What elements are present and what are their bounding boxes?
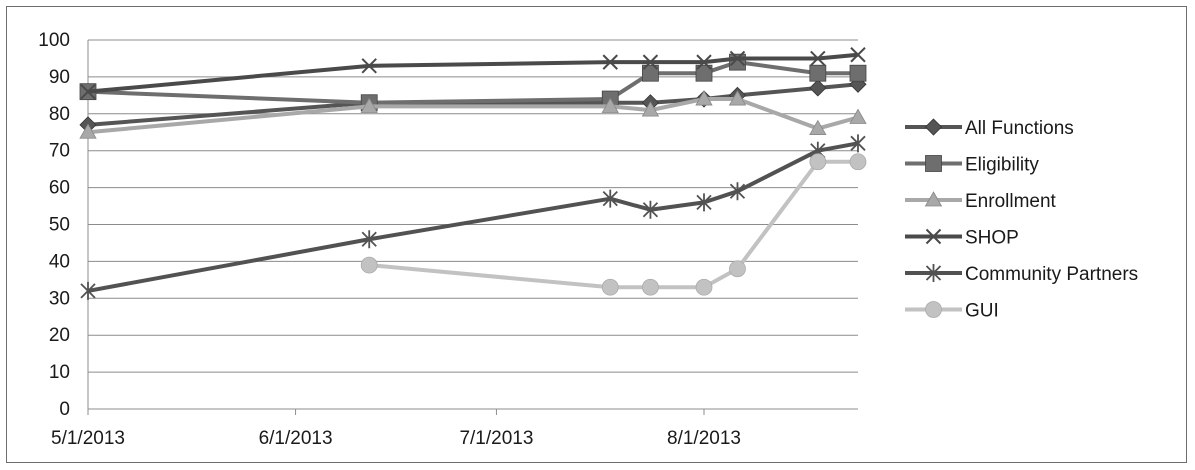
data-point-eligibility <box>642 64 659 82</box>
data-point-enrollment <box>728 90 747 106</box>
data-point-shop <box>850 47 866 63</box>
legend-label: Enrollment <box>965 191 1057 212</box>
legend-marker <box>925 301 942 318</box>
data-point-enrollment <box>695 90 713 106</box>
legend-marker <box>925 264 942 282</box>
data-point-community-partners <box>361 230 377 249</box>
chart-frame <box>6 6 1187 463</box>
data-point-eligibility <box>849 64 867 82</box>
x-tick-label: 8/1/2013 <box>667 428 741 449</box>
legend-item-eligibility: Eligibility <box>905 155 1039 176</box>
series-line-community-partners <box>87 141 859 293</box>
legend-label: All Functions <box>965 118 1074 139</box>
data-point-enrollment <box>849 108 867 124</box>
x-tick-label: 5/1/2013 <box>51 428 125 449</box>
legend: All Functions Eligibility Enrollment SHOP Co… <box>905 118 1138 322</box>
legend-label: SHOP <box>965 228 1019 249</box>
data-point-shop <box>361 58 377 74</box>
data-point-shop <box>642 54 659 70</box>
legend-marker <box>924 191 943 207</box>
data-point-gui <box>642 278 659 296</box>
data-point-shop <box>80 83 96 100</box>
series-line-eligibility <box>87 60 858 105</box>
data-point-enrollment <box>809 119 827 135</box>
x-tick-label: 6/1/2013 <box>259 428 333 449</box>
legend-marker <box>924 118 943 136</box>
legend-marker <box>925 228 942 245</box>
legend-marker <box>925 155 942 172</box>
data-point-all-functions <box>809 79 827 97</box>
data-point-eligibility <box>695 64 713 82</box>
data-point-community-partners <box>696 193 712 212</box>
data-point-enrollment <box>360 97 378 113</box>
legend-label: Community Partners <box>965 264 1138 285</box>
series-gui <box>360 153 867 296</box>
data-point-gui <box>695 278 713 296</box>
data-point-enrollment <box>79 123 97 139</box>
data-point-gui <box>601 278 619 296</box>
y-tick-label: 60 <box>49 178 70 199</box>
data-point-shop <box>729 50 746 67</box>
gridlines <box>88 39 858 373</box>
legend-item-shop: SHOP <box>905 228 1019 249</box>
legend-label: GUI <box>965 301 999 322</box>
series-line-enrollment <box>87 97 859 135</box>
data-point-community-partners <box>80 281 96 300</box>
series-community-partners <box>80 134 866 300</box>
y-tick-label: 100 <box>38 30 70 51</box>
data-point-shop <box>810 50 826 67</box>
y-tick-label: 70 <box>49 141 70 162</box>
legend-item-enrollment: Enrollment <box>905 191 1057 212</box>
data-point-community-partners <box>850 134 866 153</box>
data-point-enrollment <box>641 101 660 117</box>
y-tick-label: 80 <box>49 104 70 125</box>
y-tick-label: 10 <box>49 362 70 383</box>
legend-item-all-functions: All Functions <box>905 118 1074 139</box>
data-point-gui <box>360 256 378 274</box>
data-point-community-partners <box>729 182 746 201</box>
y-tick-label: 50 <box>49 215 70 236</box>
data-point-community-partners <box>602 189 618 208</box>
data-point-shop <box>602 54 618 70</box>
x-tick-label: 7/1/2013 <box>459 428 533 449</box>
y-tick-label: 20 <box>49 325 70 346</box>
series-lines <box>79 47 867 300</box>
data-point-gui <box>809 153 827 171</box>
data-point-shop <box>696 54 712 70</box>
axes: 0 10 20 30 40 50 60 70 80 90 100 5/1/2013 6/1/2013 7/… <box>38 30 858 449</box>
data-point-gui <box>729 260 746 278</box>
series-line-shop <box>87 52 859 94</box>
y-tick-label: 40 <box>49 251 70 272</box>
data-point-community-partners <box>642 200 659 219</box>
legend-item-community-partners: Community Partners <box>905 264 1138 285</box>
series-enrollment <box>79 90 867 139</box>
legend-item-gui: GUI <box>905 301 999 322</box>
y-tick-label: 90 <box>49 67 70 88</box>
legend-label: Eligibility <box>965 155 1039 176</box>
data-point-gui <box>849 153 867 171</box>
y-tick-label: 0 <box>59 399 70 420</box>
data-point-enrollment <box>601 97 619 113</box>
series-shop <box>80 47 866 100</box>
y-tick-label: 30 <box>49 288 70 309</box>
data-point-eligibility <box>809 64 827 82</box>
